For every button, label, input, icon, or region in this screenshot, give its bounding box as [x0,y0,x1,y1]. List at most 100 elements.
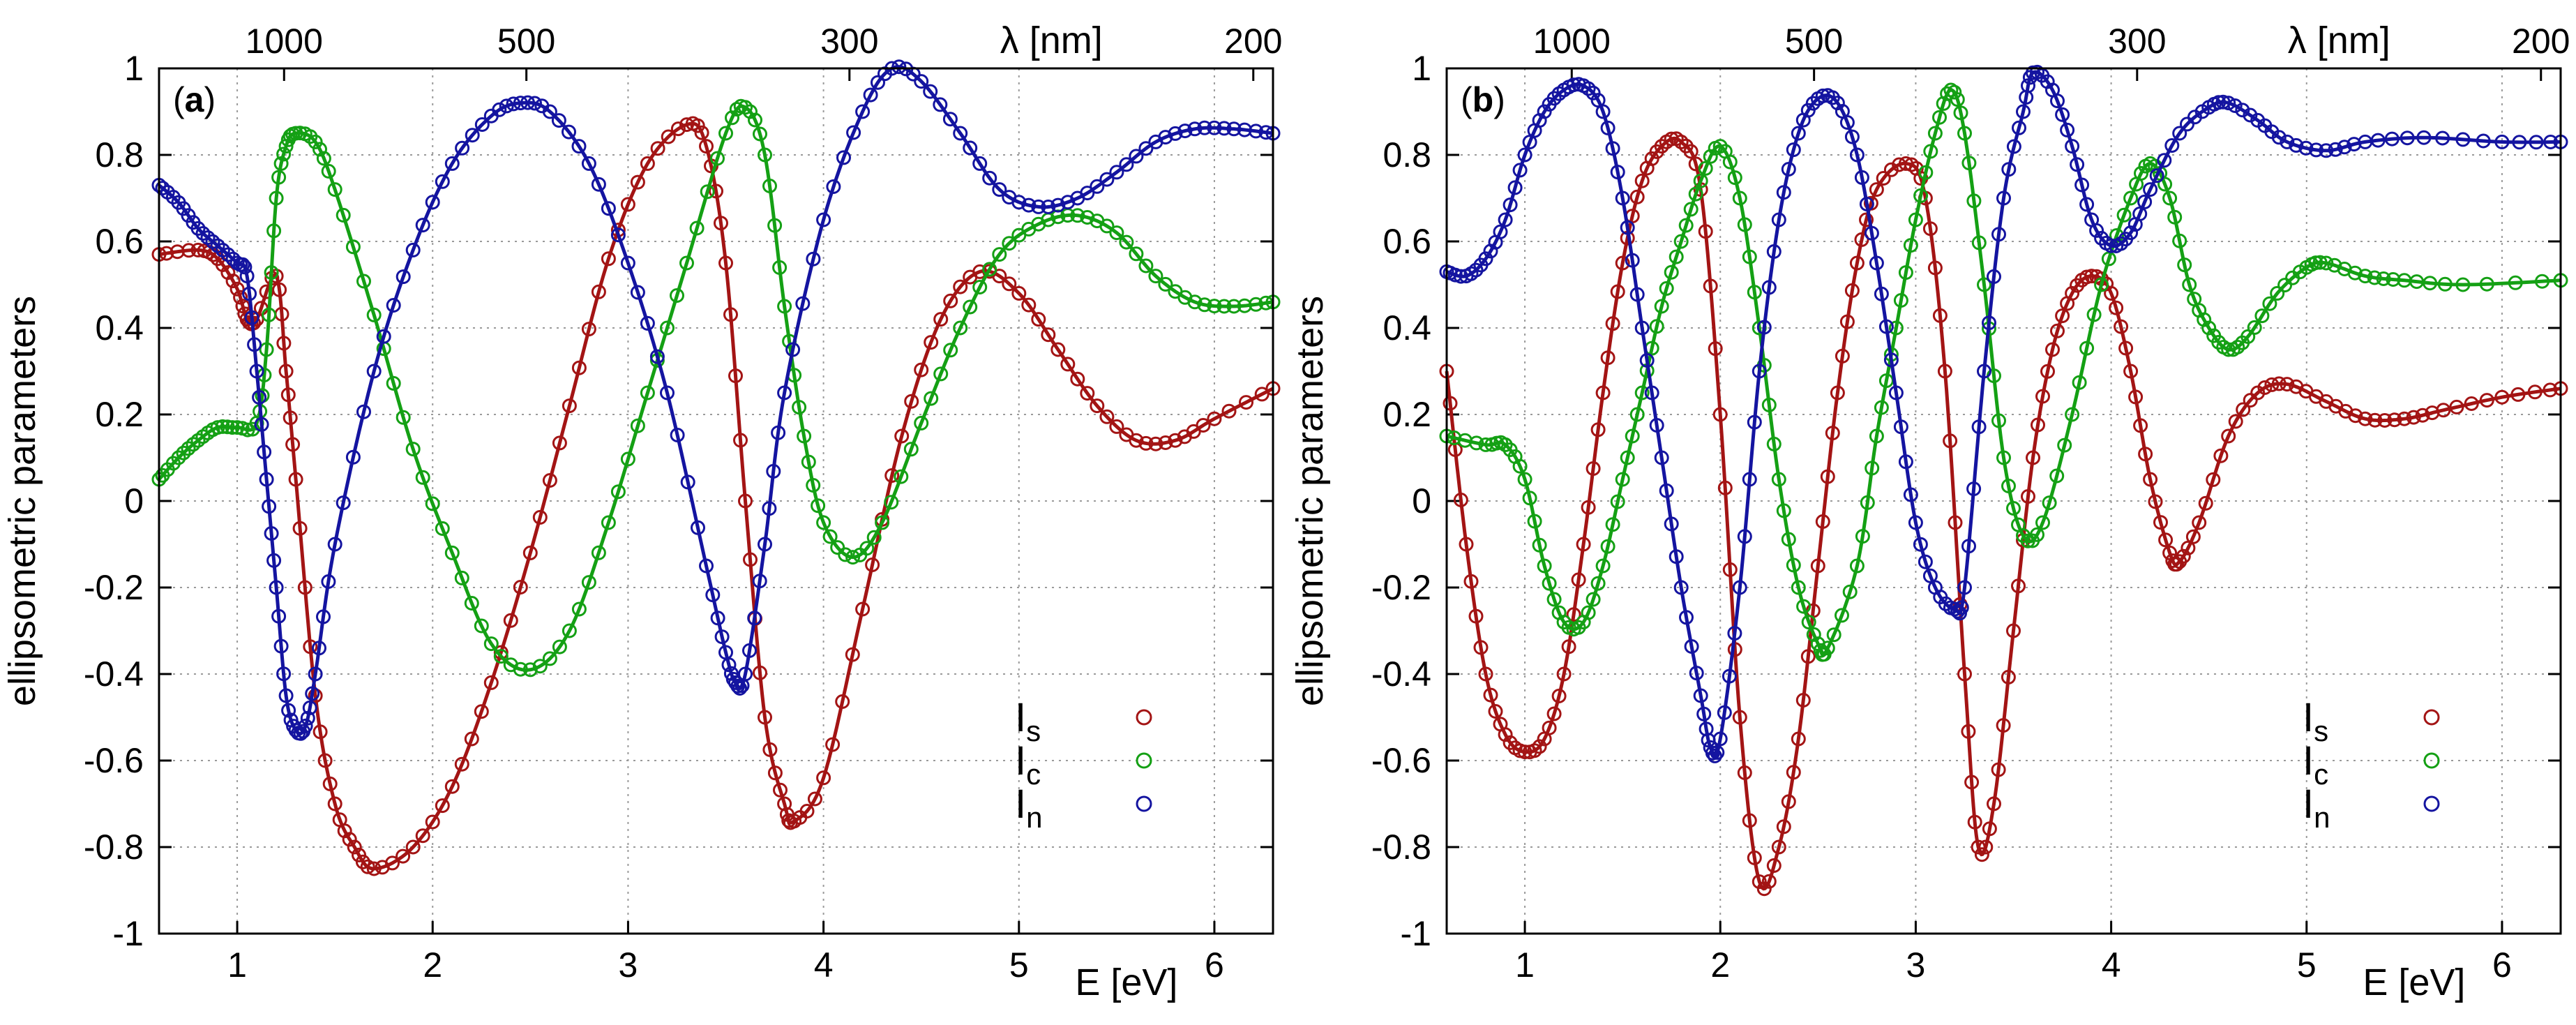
data-point [1888,320,1904,336]
data-point [1493,224,1508,239]
data-point [2264,377,2280,392]
data-point [1683,144,1698,159]
data-point [345,239,361,255]
data-point [1041,200,1056,214]
data-point [2236,402,2251,417]
data-point [1443,396,1458,411]
data-point [2176,548,2191,564]
legend-marker [1136,709,1152,726]
data-point [1996,718,2011,733]
data-point [1954,600,1969,615]
data-point [1119,157,1134,172]
data-point [1581,605,1596,620]
series-Is [151,116,1281,876]
data-point [1953,105,1968,121]
data-point [562,398,577,414]
data-point [1854,232,1869,247]
data-point [953,279,968,294]
data-point [1226,299,1242,314]
data-point [1473,640,1489,655]
y-tick-label: -0.8 [1371,828,1431,867]
data-point [281,703,296,718]
x2-axis-title: λ [nm] [2288,20,2390,61]
data-point [1737,765,1752,780]
data-point [571,360,587,375]
data-point [1825,426,1840,441]
data-point [1138,258,1154,274]
data-point [2012,120,2026,135]
data-point [1776,503,1791,518]
x-tick-label: 1 [1515,945,1535,985]
series-line [158,65,1274,735]
data-point [316,609,331,624]
data-point [2270,285,2285,301]
data-point [1109,419,1124,434]
data-point [1791,580,1806,595]
data-point [506,96,521,112]
data-point [2479,393,2494,408]
data-point [2116,207,2132,223]
data-point [723,307,738,322]
x-tick-label: 5 [2297,945,2317,985]
data-point [474,117,490,132]
data-point [2006,501,2021,516]
data-point [591,284,606,299]
data-point [933,312,949,327]
data-point [2230,340,2245,354]
data-point [758,147,772,163]
data-point [610,227,626,243]
data-point [2143,182,2158,197]
data-point [1556,666,1572,682]
data-point [513,580,528,594]
data-point [2476,133,2491,149]
data-point [1835,348,1850,364]
data-point [1898,454,1913,470]
data-point [1002,236,1017,251]
data-point [1932,308,1948,323]
data-point [942,112,958,127]
data-point [1903,238,1918,253]
data-point [1581,81,1596,96]
data-point [1947,84,1962,100]
data-point [1936,96,1951,111]
data-point [1673,580,1689,595]
data-point [1217,299,1232,314]
data-point [1080,386,1095,401]
y-tick-label: -0.8 [84,828,144,867]
data-point [2257,380,2273,395]
data-point [360,859,375,874]
data-point [963,140,978,156]
data-point [356,274,371,289]
data-point [2243,393,2258,408]
data-point [2397,411,2412,426]
data-point [891,59,907,75]
data-point [1080,186,1095,201]
data-point [2172,126,2187,141]
data-point [699,558,714,574]
data-point [271,608,287,624]
data-point [220,419,235,435]
data-point [1961,539,1976,554]
data-point [293,726,308,741]
data-point [581,575,596,590]
data-point [2164,138,2180,153]
data-point [1615,255,1630,271]
data-point [1874,286,1889,301]
data-point [280,387,296,403]
data-point [1187,294,1203,310]
data-point [1961,156,1977,171]
data-point [1918,165,1934,180]
data-point [1957,666,1972,682]
data-point [2060,122,2075,137]
data-point [455,140,470,156]
data-point [767,218,783,233]
data-point [262,307,277,322]
data-point [1698,224,1713,239]
data-point [1908,515,1923,530]
data-point [1971,419,1987,435]
data-point [1031,312,1046,327]
data-point [1050,197,1066,213]
panel-label-letter: b [1472,80,1494,119]
data-point [1207,411,1222,426]
data-point [1620,450,1635,465]
